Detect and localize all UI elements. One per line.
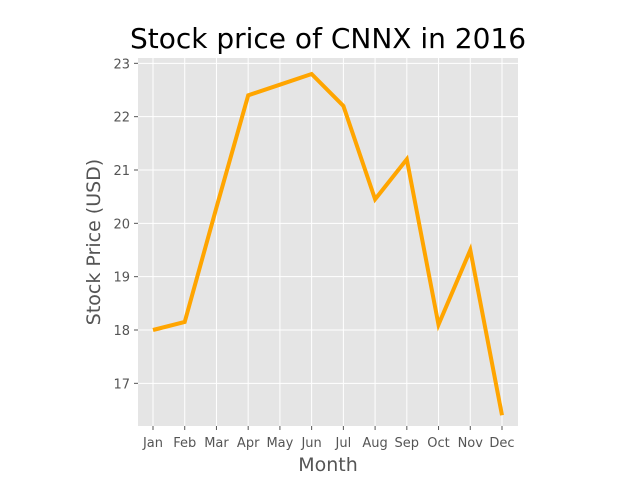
plot-area [138,58,518,426]
y-tick-label: 21 [113,164,130,179]
y-tick-label: 17 [113,377,130,392]
x-tick-label: Nov [458,436,484,451]
y-axis-label: Stock Price (USD) [83,159,105,325]
x-tick-label: Apr [237,436,260,451]
series-line [152,71,504,416]
x-tick-label: Mar [204,436,229,451]
x-tick-label: Aug [362,436,387,451]
y-tick-label: 18 [113,324,130,339]
x-tick-label: Jun [300,436,321,451]
x-tick-label: Jan [142,436,163,451]
x-axis-label: Month [298,454,358,476]
x-tick-label: Sep [395,436,420,451]
x-tick-label: Oct [427,436,449,451]
x-tick-label: Jul [335,436,352,451]
y-tick-label: 20 [113,217,130,232]
y-tick-label: 22 [113,111,130,126]
series-layer [152,71,504,416]
y-tick-label: 23 [113,57,130,72]
x-tick-label: Dec [489,436,514,451]
x-tick-label: Feb [173,436,196,451]
x-tick-label: May [266,436,293,451]
axis-ticks: Jan Feb Mar Apr May Jun Jul Aug Sep Oct Nov Dec 17 18… [113,57,514,451]
y-tick-label: 19 [113,271,130,286]
grid-lines [138,58,518,426]
chart-title: Stock price of CNNX in 2016 [130,22,526,55]
